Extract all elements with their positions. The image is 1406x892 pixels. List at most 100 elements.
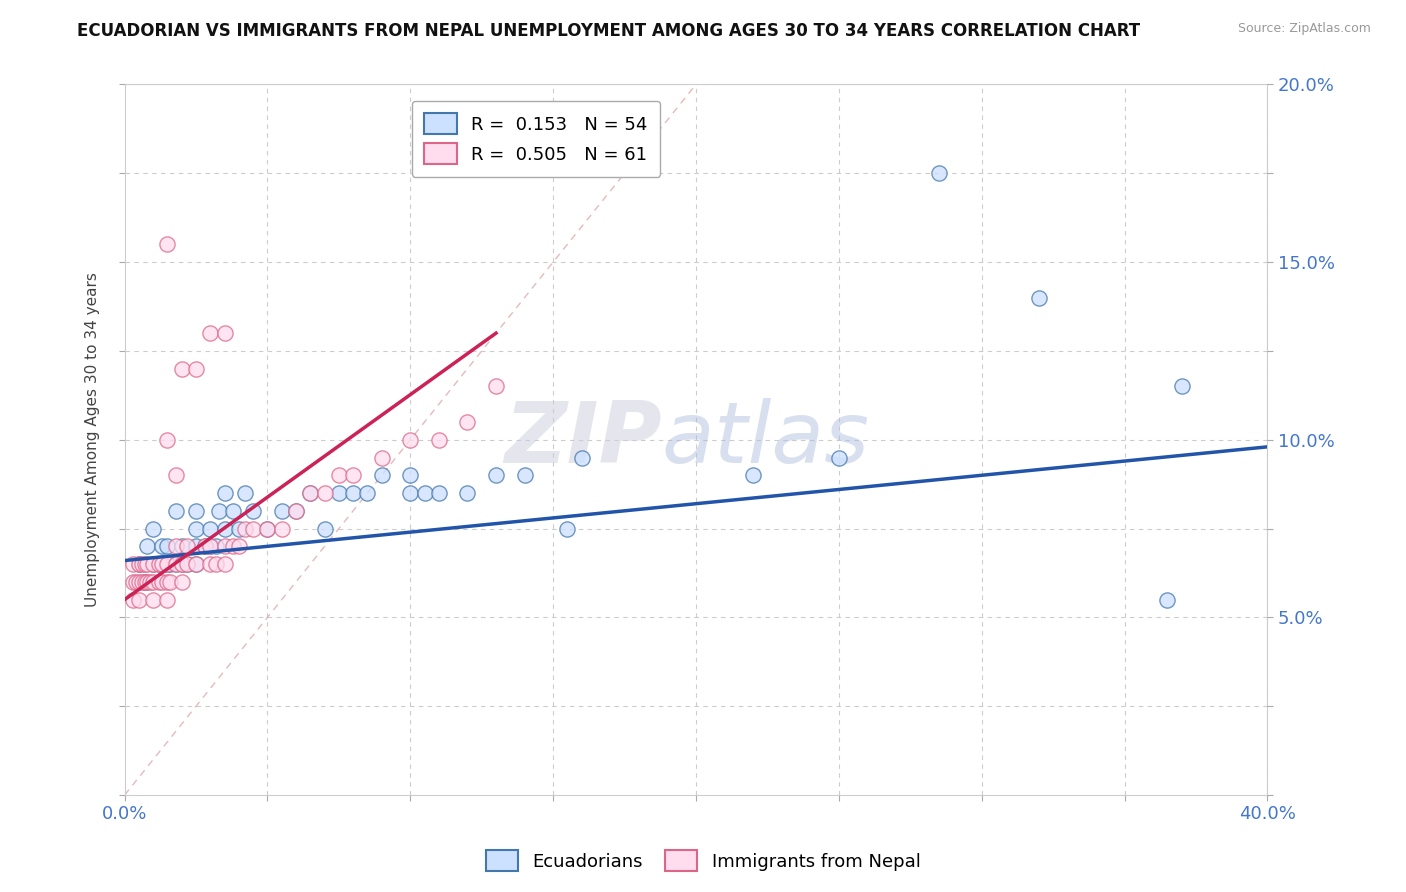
Point	[128, 557, 150, 571]
Point	[328, 486, 350, 500]
Point	[122, 592, 145, 607]
Text: ECUADORIAN VS IMMIGRANTS FROM NEPAL UNEMPLOYMENT AMONG AGES 30 TO 34 YEARS CORRE: ECUADORIAN VS IMMIGRANTS FROM NEPAL UNEM…	[77, 22, 1140, 40]
Point	[370, 468, 392, 483]
Point	[136, 557, 159, 571]
Point	[214, 557, 236, 571]
Point	[156, 539, 179, 553]
Point	[928, 166, 950, 180]
Legend: Ecuadorians, Immigrants from Nepal: Ecuadorians, Immigrants from Nepal	[478, 843, 928, 879]
Point	[150, 557, 173, 571]
Point	[214, 539, 236, 553]
Point	[513, 468, 536, 483]
Point	[1028, 291, 1050, 305]
Point	[228, 522, 250, 536]
Point	[356, 486, 378, 500]
Point	[184, 539, 207, 553]
Point	[270, 504, 292, 518]
Point	[142, 557, 165, 571]
Point	[156, 592, 179, 607]
Point	[571, 450, 593, 465]
Point	[148, 574, 170, 589]
Point	[299, 486, 322, 500]
Point	[170, 361, 193, 376]
Point	[170, 557, 193, 571]
Point	[194, 539, 217, 553]
Point	[233, 486, 256, 500]
Point	[413, 486, 436, 500]
Point	[370, 450, 392, 465]
Text: atlas: atlas	[662, 398, 870, 482]
Point	[150, 574, 173, 589]
Point	[184, 504, 207, 518]
Point	[342, 486, 364, 500]
Point	[176, 557, 198, 571]
Point	[165, 504, 187, 518]
Point	[256, 522, 278, 536]
Point	[200, 539, 222, 553]
Point	[136, 574, 159, 589]
Point	[170, 539, 193, 553]
Legend: R =  0.153   N = 54, R =  0.505   N = 61: R = 0.153 N = 54, R = 0.505 N = 61	[412, 101, 661, 177]
Point	[214, 486, 236, 500]
Point	[342, 468, 364, 483]
Point	[485, 468, 508, 483]
Point	[142, 557, 165, 571]
Point	[128, 592, 150, 607]
Point	[557, 522, 579, 536]
Point	[131, 574, 153, 589]
Point	[200, 557, 222, 571]
Point	[176, 539, 198, 553]
Point	[299, 486, 322, 500]
Point	[742, 468, 765, 483]
Point	[184, 557, 207, 571]
Point	[156, 557, 179, 571]
Text: ZIP: ZIP	[505, 398, 662, 482]
Point	[194, 539, 217, 553]
Point	[142, 592, 165, 607]
Point	[156, 574, 179, 589]
Point	[159, 574, 181, 589]
Point	[314, 486, 336, 500]
Point	[156, 557, 179, 571]
Point	[170, 574, 193, 589]
Point	[122, 557, 145, 571]
Point	[427, 486, 450, 500]
Point	[485, 379, 508, 393]
Point	[142, 522, 165, 536]
Point	[148, 557, 170, 571]
Point	[176, 557, 198, 571]
Point	[205, 557, 228, 571]
Point	[427, 433, 450, 447]
Point	[139, 574, 162, 589]
Point	[228, 539, 250, 553]
Point	[208, 504, 231, 518]
Point	[165, 468, 187, 483]
Point	[242, 504, 264, 518]
Point	[184, 522, 207, 536]
Point	[222, 539, 245, 553]
Point	[828, 450, 851, 465]
Point	[125, 574, 148, 589]
Point	[399, 468, 422, 483]
Point	[328, 468, 350, 483]
Point	[205, 539, 228, 553]
Point	[184, 361, 207, 376]
Point	[399, 433, 422, 447]
Point	[165, 557, 187, 571]
Point	[165, 539, 187, 553]
Point	[1170, 379, 1192, 393]
Point	[122, 574, 145, 589]
Text: Source: ZipAtlas.com: Source: ZipAtlas.com	[1237, 22, 1371, 36]
Point	[314, 522, 336, 536]
Point	[156, 433, 179, 447]
Point	[150, 539, 173, 553]
Point	[128, 574, 150, 589]
Point	[242, 522, 264, 536]
Point	[214, 522, 236, 536]
Point	[148, 557, 170, 571]
Point	[285, 504, 308, 518]
Point	[131, 557, 153, 571]
Point	[456, 415, 478, 429]
Point	[214, 326, 236, 340]
Point	[136, 539, 159, 553]
